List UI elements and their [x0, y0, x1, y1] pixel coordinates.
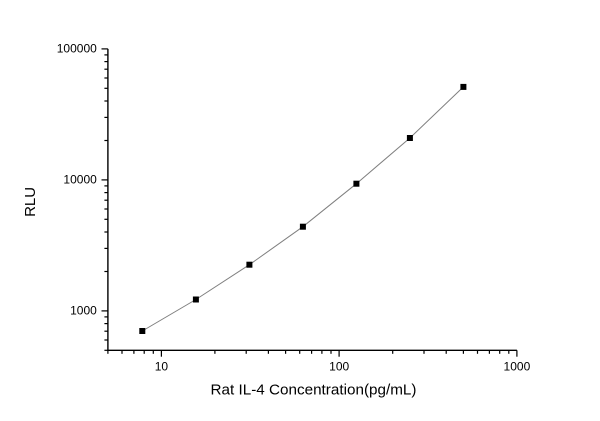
svg-text:1000: 1000 [70, 304, 97, 318]
svg-text:RLU: RLU [22, 187, 39, 217]
svg-text:1000: 1000 [504, 360, 531, 374]
svg-text:100000: 100000 [57, 42, 97, 56]
svg-text:10: 10 [155, 360, 169, 374]
svg-text:Rat IL-4 Concentration(pg/mL): Rat IL-4 Concentration(pg/mL) [211, 382, 417, 399]
svg-text:100: 100 [329, 360, 349, 374]
svg-text:10000: 10000 [63, 172, 97, 186]
